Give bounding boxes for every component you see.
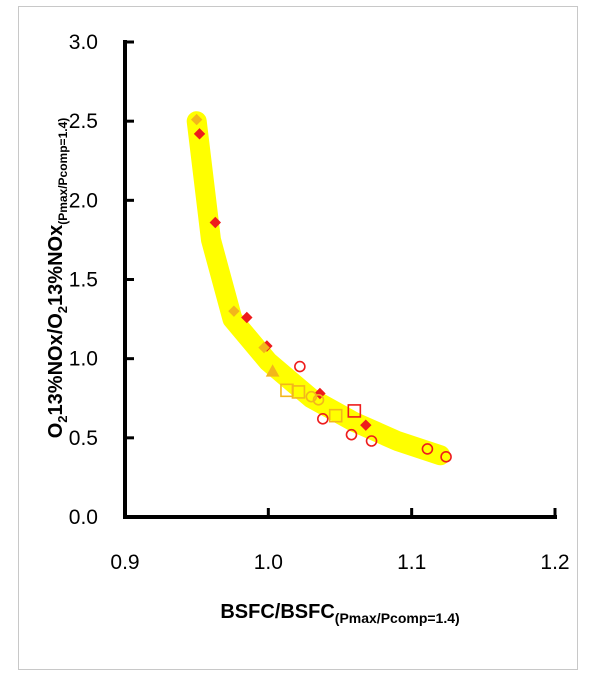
y-tick-label: 2.5 [69, 110, 98, 133]
y-tick-label: 1.5 [69, 269, 98, 292]
y-tick-label: 0.5 [69, 427, 98, 450]
chart-frame [18, 6, 578, 670]
y-tick-label: 1.0 [69, 348, 98, 371]
diamond-marker [193, 128, 206, 140]
circle-marker [365, 435, 378, 447]
y-tick-label: 3.0 [69, 31, 98, 54]
x-axis-title-main: BSFC/BSFC [220, 601, 334, 623]
data-points-layer [190, 113, 452, 463]
y-tick-label: 2.0 [69, 189, 98, 212]
y-tick-label: 0.0 [69, 506, 98, 529]
x-tick-label: 1.1 [397, 551, 426, 574]
x-axis-title-subscript: (Pmax/Pcomp=1.4) [335, 610, 460, 626]
circle-marker [294, 360, 306, 373]
axes-layer [123, 40, 557, 519]
square-marker [328, 408, 343, 423]
circle-marker [440, 451, 452, 463]
y-axis-title: O213%NOx/O213%NOx(Pmax/Pcomp=1.4) [45, 118, 70, 439]
square-marker [347, 404, 362, 418]
y-axis-title-part: 13%NOx [45, 225, 67, 306]
circle-marker [312, 394, 325, 406]
y-axis-title-part: 13%NOx/O [45, 313, 67, 415]
square-marker [291, 385, 306, 399]
x-axis-title: BSFC/BSFC(Pmax/Pcomp=1.4) [220, 601, 459, 626]
trend-band-layer [186, 111, 451, 466]
diamond-marker [228, 305, 240, 317]
diamond-marker [258, 341, 270, 354]
circle-marker [345, 428, 358, 441]
diamond-marker [360, 419, 372, 431]
diamond-marker [241, 311, 253, 324]
trend-band [186, 111, 451, 466]
x-tick-label: 0.9 [110, 551, 139, 574]
y-axis-title-subscript: 2 [55, 415, 70, 422]
diamond-marker [190, 113, 203, 126]
y-axis-title-subscript: (Pmax/Pcomp=1.4) [56, 118, 70, 225]
y-axis-title-part: O [45, 423, 67, 439]
ticks-layer: 0.0 0.5 1.0 1.5 2.0 2.5 3.0 0.9 1.0 1.1 1.2 [69, 31, 570, 574]
triangle-marker [265, 364, 280, 377]
circle-marker [421, 443, 434, 455]
diamond-marker [209, 216, 222, 229]
circle-marker [305, 390, 318, 403]
x-tick-label: 1.0 [254, 551, 283, 574]
x-tick-label: 1.2 [540, 551, 569, 574]
y-axis-title-subscript: 2 [55, 306, 70, 313]
circle-marker [316, 413, 329, 425]
